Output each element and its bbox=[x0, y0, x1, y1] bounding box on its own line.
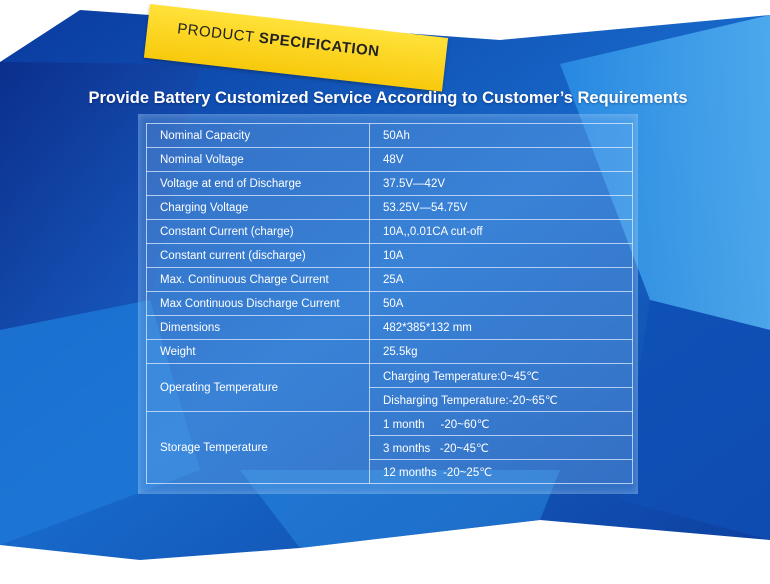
spec-value: 50Ah bbox=[369, 123, 633, 148]
table-row: Voltage at end of Discharge 37.5V—42V bbox=[146, 171, 633, 196]
table-row: 3 months -20~45℃ bbox=[147, 435, 633, 460]
storage-temperature-1-month: 1 month -20~60℃ bbox=[369, 411, 633, 436]
banner-word-specification: SPECIFICATION bbox=[257, 29, 381, 61]
table-row: Dimensions 482*385*132 mm bbox=[146, 315, 633, 340]
spec-value: 48V bbox=[369, 147, 633, 172]
table-row: Constant current (discharge) 10A bbox=[146, 243, 633, 268]
operating-temperature-discharging: Disharging Temperature:-20~65℃ bbox=[369, 387, 633, 412]
table-row: Storage Temperature 1 month -20~60℃ bbox=[146, 411, 633, 484]
spec-label: Nominal Capacity bbox=[146, 123, 370, 148]
spec-label: Constant Current (charge) bbox=[146, 219, 370, 244]
storage-temperature-label: Storage Temperature bbox=[146, 411, 370, 484]
spec-value: 25.5kg bbox=[369, 339, 633, 364]
banner-label: PRODUCT SPECIFICATION bbox=[176, 20, 380, 60]
storage-temperature-3-months: 3 months -20~45℃ bbox=[369, 435, 633, 460]
banner-word-product: PRODUCT bbox=[176, 20, 256, 46]
table-row: 12 months -20~25℃ bbox=[147, 459, 633, 484]
spec-value: 37.5V—42V bbox=[369, 171, 633, 196]
operating-temperature-charging: Charging Temperature:0~45℃ bbox=[369, 363, 633, 388]
page-heading: Provide Battery Customized Service Accor… bbox=[88, 89, 688, 107]
table-row: Weight 25.5kg bbox=[146, 339, 633, 364]
spec-label: Constant current (discharge) bbox=[146, 243, 370, 268]
spec-label: Max Continuous Discharge Current bbox=[146, 291, 370, 316]
spec-label: Weight bbox=[146, 339, 370, 364]
spec-label: Voltage at end of Discharge bbox=[146, 171, 370, 196]
spec-value: 482*385*132 mm bbox=[369, 315, 633, 340]
spec-label: Charging Voltage bbox=[146, 195, 370, 220]
table-row: Max Continuous Discharge Current 50A bbox=[146, 291, 633, 316]
spec-value: 10A,,0.01CA cut-off bbox=[369, 219, 633, 244]
table-row: Constant Current (charge) 10A,,0.01CA cu… bbox=[146, 219, 633, 244]
spec-label: Nominal Voltage bbox=[146, 147, 370, 172]
spec-value: 53.25V—54.75V bbox=[369, 195, 633, 220]
spec-value: 10A bbox=[369, 243, 633, 268]
spec-value: 25A bbox=[369, 267, 633, 292]
table-row: Operating Temperature Charging Temperatu… bbox=[146, 363, 633, 412]
table-row: Nominal Capacity 50Ah bbox=[146, 123, 633, 148]
table-row: Max. Continuous Charge Current 25A bbox=[146, 267, 633, 292]
storage-temperature-12-months: 12 months -20~25℃ bbox=[369, 459, 633, 484]
spec-value: 50A bbox=[369, 291, 633, 316]
table-row: Charging Voltage 53.25V—54.75V bbox=[146, 195, 633, 220]
spec-label: Dimensions bbox=[146, 315, 370, 340]
operating-temperature-label: Operating Temperature bbox=[146, 363, 370, 412]
table-row: Nominal Voltage 48V bbox=[146, 147, 633, 172]
spec-table: Nominal Capacity 50Ah Nominal Voltage 48… bbox=[146, 123, 633, 484]
spec-label: Max. Continuous Charge Current bbox=[146, 267, 370, 292]
